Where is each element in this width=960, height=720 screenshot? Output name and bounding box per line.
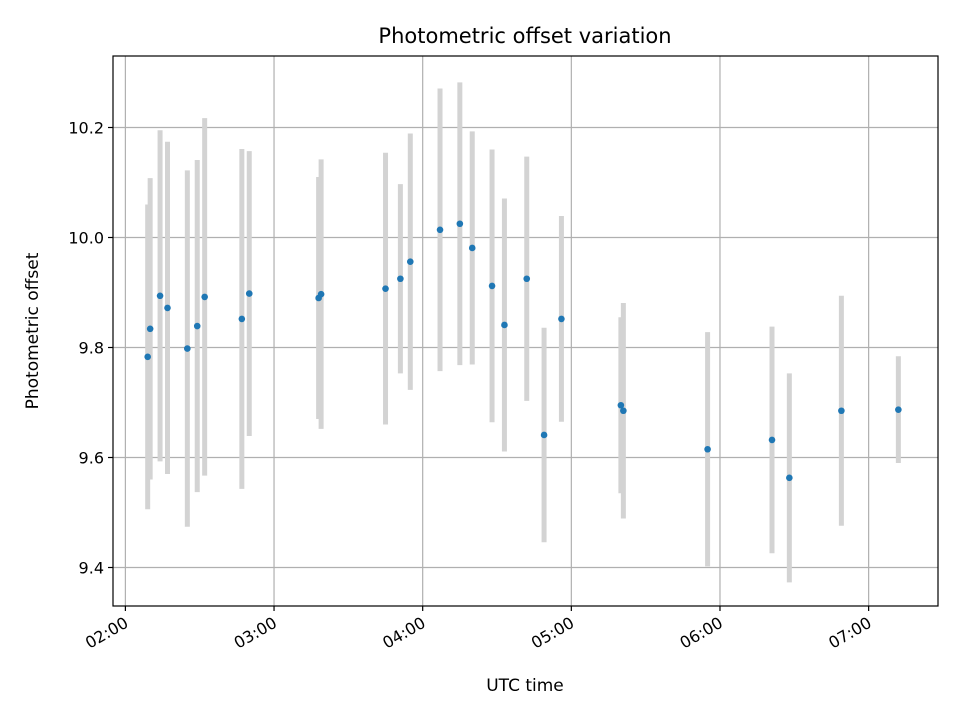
y-tick-label: 9.6 (79, 449, 104, 468)
y-tick-label: 10.0 (68, 229, 104, 248)
data-point (238, 315, 246, 323)
data-point (523, 275, 531, 283)
data-point (540, 431, 548, 439)
data-point (193, 322, 201, 330)
data-point (144, 353, 151, 361)
data-point (838, 407, 845, 415)
data-point (164, 304, 171, 312)
y-tick-label: 9.4 (79, 559, 104, 578)
chart-title: Photometric offset variation (378, 24, 671, 48)
plot-area-frame (112, 55, 939, 607)
data-point (184, 345, 191, 352)
data-point (895, 406, 902, 413)
y-axis-ticks: 9.4 9.6 9.8 10.0 10.2 (68, 119, 113, 578)
data-point (704, 445, 711, 453)
data-point (488, 282, 496, 290)
data-point (768, 436, 776, 444)
data-point (317, 290, 325, 298)
data-point (501, 321, 508, 329)
data-point (617, 401, 625, 409)
x-axis-label: UTC time (486, 676, 564, 696)
data-points (144, 220, 902, 482)
data-point (382, 285, 389, 292)
y-tick-label: 9.8 (79, 339, 104, 358)
data-point (786, 474, 793, 482)
data-point (620, 407, 627, 415)
data-point (468, 244, 476, 252)
data-point (156, 292, 164, 300)
data-point (146, 325, 154, 333)
data-point (406, 258, 414, 266)
data-point (397, 275, 404, 283)
data-point (456, 220, 464, 228)
data-point (436, 226, 444, 234)
y-axis-label: Photometric offset (23, 252, 43, 409)
data-point (245, 290, 253, 297)
y-tick-label: 10.2 (68, 119, 104, 138)
data-point (201, 293, 208, 301)
data-point (558, 315, 565, 323)
